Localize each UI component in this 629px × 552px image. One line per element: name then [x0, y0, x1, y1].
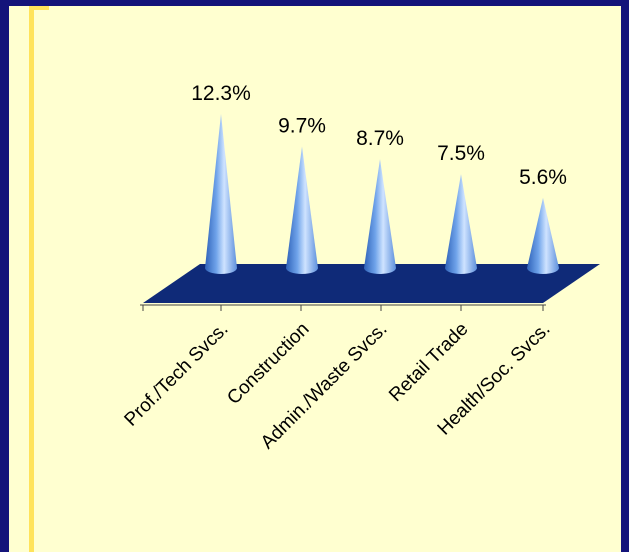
- data-label: 9.7%: [278, 115, 326, 138]
- accent-line: [29, 6, 34, 552]
- data-label: 8.7%: [356, 127, 404, 150]
- frame-left: [0, 0, 9, 552]
- cone-mark: [445, 174, 477, 274]
- cone-mark: [286, 146, 318, 274]
- data-label: 12.3%: [191, 82, 251, 105]
- data-label: 7.5%: [437, 142, 485, 165]
- accent-corner: [29, 6, 49, 10]
- chart-floor: [143, 264, 600, 303]
- data-label: 5.6%: [519, 166, 567, 189]
- frame-top: [0, 0, 629, 6]
- cone-mark: [205, 114, 237, 274]
- cone-mark: [364, 159, 396, 274]
- frame-right: [621, 0, 629, 552]
- cone-mark: [527, 197, 559, 274]
